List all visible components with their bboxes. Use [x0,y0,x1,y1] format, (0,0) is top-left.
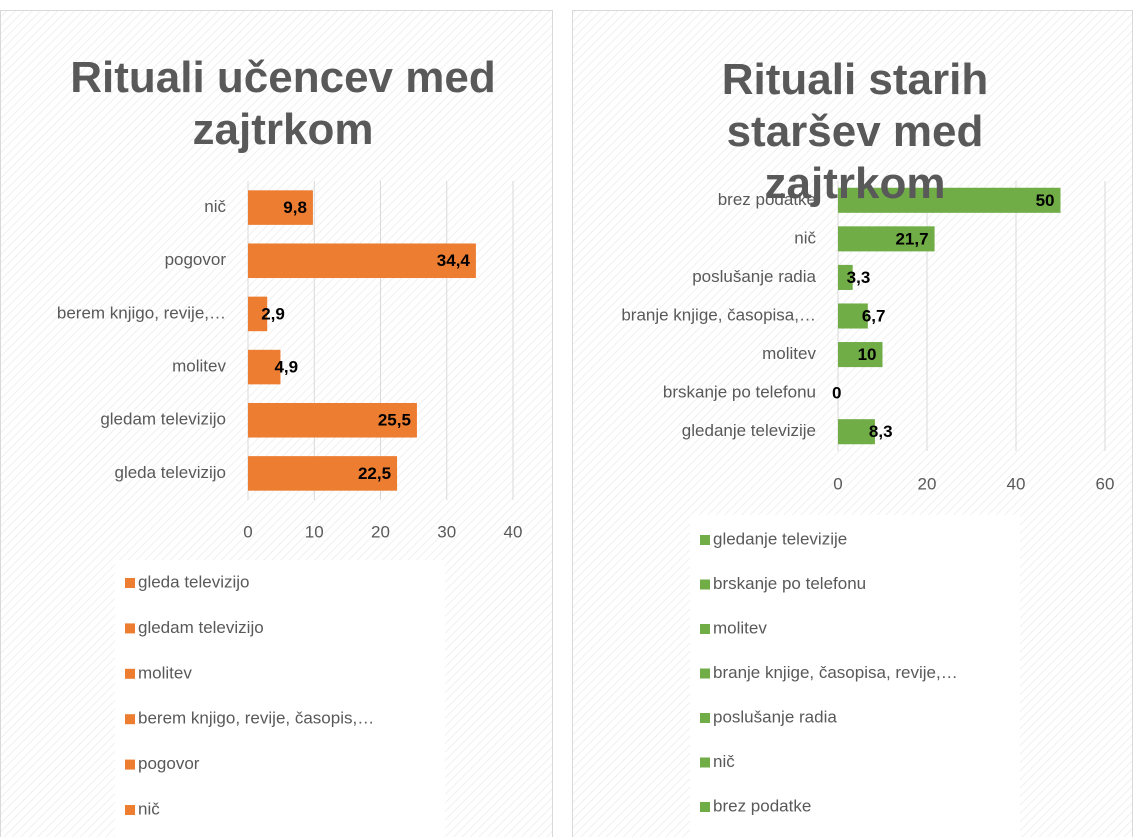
legend-label: berem knjigo, revije, časopis,… [138,709,374,728]
value-label: 22,5 [358,464,391,483]
legend-label: brez podatke [713,796,811,815]
x-tick-label: 20 [371,522,390,541]
legend-swatch [700,802,710,812]
y-tick-label: gledam televizijo [100,410,226,429]
y-tick-label: molitev [762,344,816,363]
bar [838,342,883,368]
value-label: 9,8 [283,198,307,217]
value-label: 4,9 [274,358,298,377]
value-label: 8,3 [869,422,893,441]
bar [248,349,281,385]
bar [838,303,868,329]
bar [838,226,935,252]
chart-title: Rituali učencev med zajtrkom [70,53,496,154]
value-label: 10 [858,345,877,364]
chart-title: Rituali starih staršev med zajtrkom [721,55,989,208]
x-tick-label: 40 [1007,474,1026,493]
value-label: 2,9 [261,304,285,323]
bar [248,402,417,438]
legend-box [115,560,445,837]
legend-box [690,515,1020,837]
value-label: 50 [1036,191,1055,210]
legend-label: gledanje televizije [713,529,847,548]
legend-swatch [125,805,135,815]
value-label: 34,4 [437,251,471,270]
legend-label: gledam televizijo [138,618,264,637]
x-tick-label: 10 [305,522,324,541]
legend-swatch [700,668,710,679]
y-tick-label: pogovor [165,250,227,269]
legend-swatch [125,578,135,588]
legend-swatch [125,668,135,679]
x-tick-label: 0 [243,522,252,541]
y-tick-label: berem knjigo, revije,… [57,303,226,322]
legend-swatch [700,579,710,590]
y-tick-label: gledanje televizije [682,421,816,440]
y-tick-label: nič [794,228,816,247]
legend-label: gleda televizijo [138,572,250,591]
legend-swatch [125,714,135,725]
value-label: 0 [832,384,841,403]
y-tick-label: brskanje po telefonu [663,383,816,402]
legend-label: nič [138,799,160,818]
legend-label: brskanje po telefonu [713,574,866,593]
legend-label: nič [713,752,735,771]
legend-label: molitev [713,618,767,637]
legend-swatch [125,759,135,770]
legend-swatch [700,624,710,634]
x-tick-label: 0 [833,474,842,493]
y-tick-label: poslušanje radia [692,267,816,286]
legend-label: branje knjige, časopisa, revije,… [713,663,958,682]
value-label: 25,5 [378,411,411,430]
bar [838,187,1061,213]
x-tick-label: 60 [1096,474,1115,493]
bar [838,419,875,445]
x-tick-label: 20 [918,474,937,493]
bar [248,456,398,491]
y-tick-label: nič [204,197,226,216]
bar [248,296,268,332]
x-tick-label: 40 [504,522,523,541]
value-label: 3,3 [847,268,871,287]
legend-label: pogovor [138,754,200,773]
bar [838,264,853,290]
legend-label: poslušanje radia [713,707,837,726]
legend-swatch [700,757,710,768]
legend-label: molitev [138,663,192,682]
value-label: 21,7 [895,229,928,248]
bar [248,243,476,279]
y-tick-label: gleda televizijo [114,463,226,482]
value-label: 6,7 [862,306,886,325]
legend-swatch [700,535,710,545]
y-tick-label: brez podatke [718,190,816,209]
legend-swatch [125,623,135,634]
y-tick-label: molitev [172,357,226,376]
y-tick-label: branje knjige, časopisa,… [621,305,816,324]
bar [248,190,313,225]
legend-swatch [700,713,710,723]
x-tick-label: 30 [437,522,456,541]
